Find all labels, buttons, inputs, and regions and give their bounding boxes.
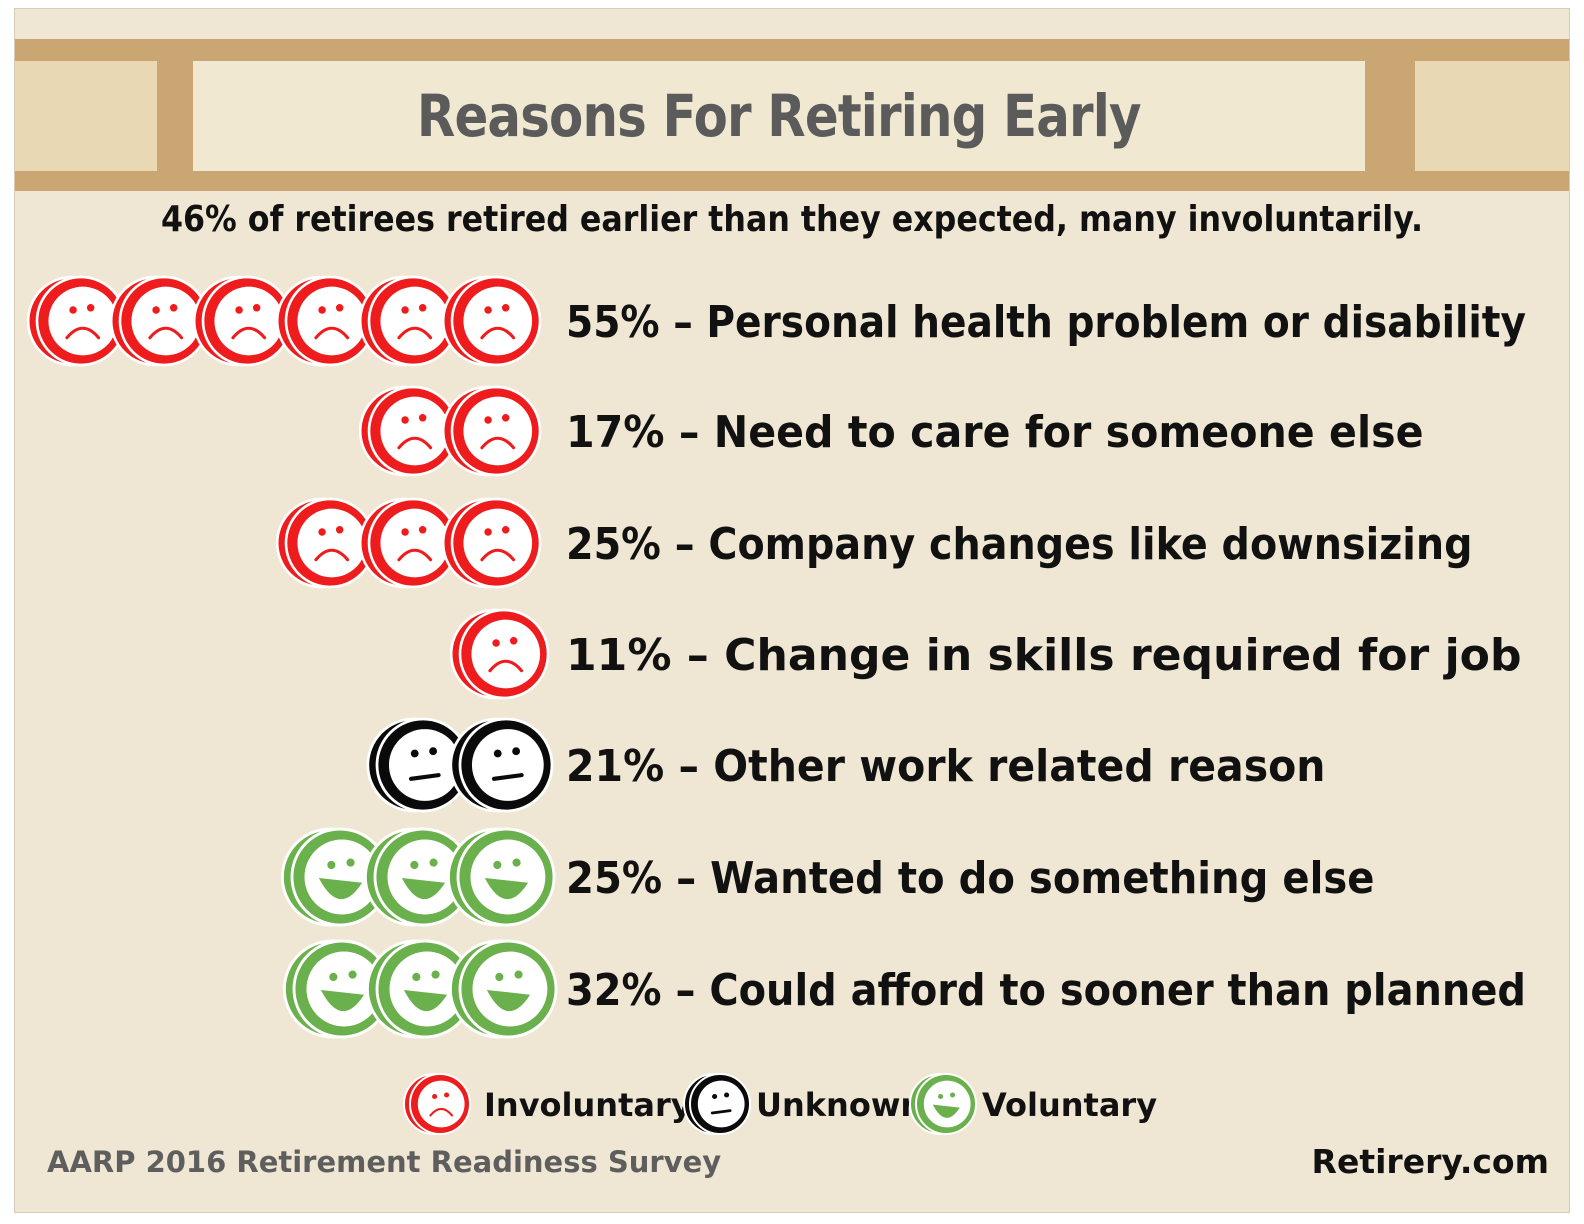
row-category-label: Wanted to do something else <box>710 853 1374 904</box>
row-percent-label: 11% <box>566 630 671 681</box>
legend-item-unknown: Unknown <box>683 1073 923 1135</box>
row-separator: – <box>671 630 724 681</box>
row-separator: – <box>662 853 710 904</box>
source-credit: AARP 2016 Retirement Readiness Survey <box>47 1145 722 1179</box>
chart-row: 17% – Need to care for someone else <box>358 385 1424 477</box>
involuntary-face-icon <box>275 497 376 589</box>
voluntary-face-icon <box>448 939 558 1039</box>
chart-row: 25% – Wanted to do something else <box>280 827 1375 927</box>
voluntary-face-icon <box>363 827 473 927</box>
involuntary-face-icon <box>109 275 210 367</box>
involuntary-face-icon <box>403 1073 471 1135</box>
involuntary-face-icon <box>358 497 459 589</box>
voluntary-face-icon <box>446 827 556 927</box>
involuntary-face-icon <box>441 275 542 367</box>
voluntary-face-icon <box>280 827 390 927</box>
chart-row: 25% – Company changes like downsizing <box>275 497 1473 589</box>
legend-label: Voluntary <box>982 1086 1157 1124</box>
legend-item-involuntary: Involuntary <box>403 1073 692 1135</box>
involuntary-face-icon <box>449 608 550 700</box>
voluntary-face-icon <box>365 939 475 1039</box>
infographic-poster: Reasons For Retiring Early 46% of retire… <box>14 8 1570 1213</box>
row-label: 25% – Wanted to do something else <box>566 853 1375 904</box>
row-percent-label: 25% <box>566 519 661 570</box>
legend-label: Involuntary <box>484 1086 692 1124</box>
chart-row: 21% – Other work related reason <box>366 717 1326 813</box>
row-separator: – <box>661 519 708 570</box>
voluntary-face-icon <box>909 1073 977 1135</box>
chart-row: 32% – Could afford to sooner than planne… <box>282 939 1526 1039</box>
unknown-face-icon <box>449 717 554 813</box>
banner-center-panel: Reasons For Retiring Early <box>193 61 1365 171</box>
row-category-label: Personal health problem or disability <box>706 297 1526 348</box>
row-label: 21% – Other work related reason <box>566 741 1326 792</box>
involuntary-face-icon <box>358 275 459 367</box>
chart-row: 11% – Change in skills required for job <box>449 608 1522 700</box>
involuntary-face-icon <box>441 385 542 477</box>
unknown-face-icon <box>366 717 471 813</box>
row-label: 25% – Company changes like downsizing <box>566 519 1473 570</box>
legend-item-voluntary: Voluntary <box>909 1073 1157 1135</box>
row-percent-label: 25% <box>566 853 662 904</box>
row-category-label: Company changes like downsizing <box>708 519 1472 570</box>
chart-legend: Involuntary Unknown Voluntary <box>403 1073 1157 1135</box>
row-percent-label: 21% <box>566 741 664 792</box>
row-label: 17% – Need to care for someone else <box>566 407 1424 458</box>
banner-left-panel <box>15 61 157 171</box>
row-percent-label: 32% <box>566 965 662 1016</box>
banner-right-panel <box>1415 61 1569 171</box>
involuntary-face-icon <box>275 275 376 367</box>
chart-subtitle: 46% of retirees retired earlier than the… <box>160 199 1424 240</box>
row-label: 11% – Change in skills required for job <box>566 630 1522 681</box>
row-separator: – <box>665 407 714 458</box>
unknown-face-icon <box>683 1073 751 1135</box>
row-percent-label: 17% <box>566 407 665 458</box>
legend-label: Unknown <box>756 1086 923 1124</box>
chart-title: Reasons For Retiring Early <box>417 82 1142 150</box>
involuntary-face-icon <box>192 275 293 367</box>
row-percent-label: 55% <box>566 297 660 348</box>
row-separator: – <box>662 965 710 1016</box>
row-category-label: Change in skills required for job <box>724 630 1521 681</box>
voluntary-face-icon <box>282 939 392 1039</box>
row-category-label: Need to care for someone else <box>714 407 1424 458</box>
brand-name: Retirery.com <box>1311 1142 1549 1181</box>
involuntary-face-icon <box>358 385 459 477</box>
involuntary-face-icon <box>441 497 542 589</box>
row-separator: – <box>664 741 713 792</box>
row-category-label: Could afford to sooner than planned <box>709 965 1526 1016</box>
row-separator: – <box>660 297 707 348</box>
row-label: 32% – Could afford to sooner than planne… <box>566 965 1526 1016</box>
row-category-label: Other work related reason <box>713 741 1325 792</box>
title-banner: Reasons For Retiring Early <box>15 39 1569 191</box>
chart-row: 55% – Personal health problem or disabil… <box>26 275 1526 367</box>
row-label: 55% – Personal health problem or disabil… <box>566 297 1526 348</box>
